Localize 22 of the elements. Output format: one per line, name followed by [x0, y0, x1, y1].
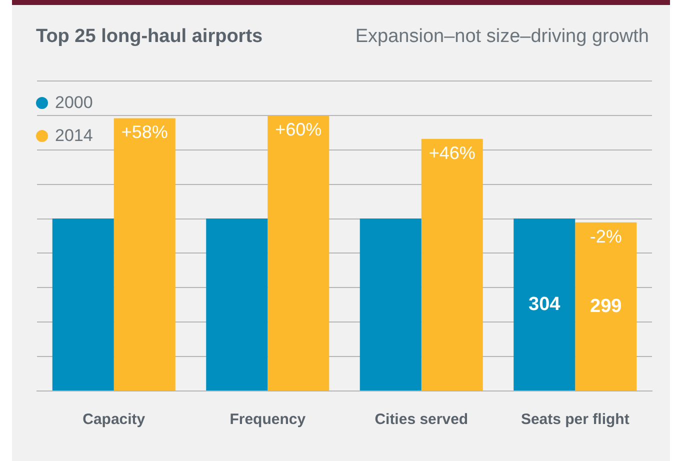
chart-subtitle: Expansion–not size–driving growth — [355, 26, 649, 48]
annotation: +46% — [428, 142, 476, 163]
bar — [575, 222, 637, 390]
annotation: 304 — [528, 294, 561, 315]
bar — [52, 218, 114, 390]
annotation: -2% — [590, 226, 622, 246]
x-tick-label: Capacity — [82, 411, 146, 428]
bar — [514, 218, 576, 390]
bar — [206, 218, 268, 390]
bar — [360, 218, 422, 390]
annotation: 299 — [590, 296, 622, 317]
x-tick-label: Cities served — [374, 411, 468, 428]
chart-title: Top 25 long-haul airports — [36, 26, 263, 48]
bar — [268, 115, 330, 390]
annotation: +60% — [275, 119, 322, 140]
x-tick-label: Seats per flight — [520, 411, 630, 428]
x-tick-label: Frequency — [230, 411, 306, 428]
legend-label: 2014 — [55, 126, 93, 146]
annotation: +58% — [121, 122, 168, 142]
legend-label: 2000 — [55, 92, 93, 112]
bar — [114, 118, 176, 390]
bar — [421, 138, 483, 390]
